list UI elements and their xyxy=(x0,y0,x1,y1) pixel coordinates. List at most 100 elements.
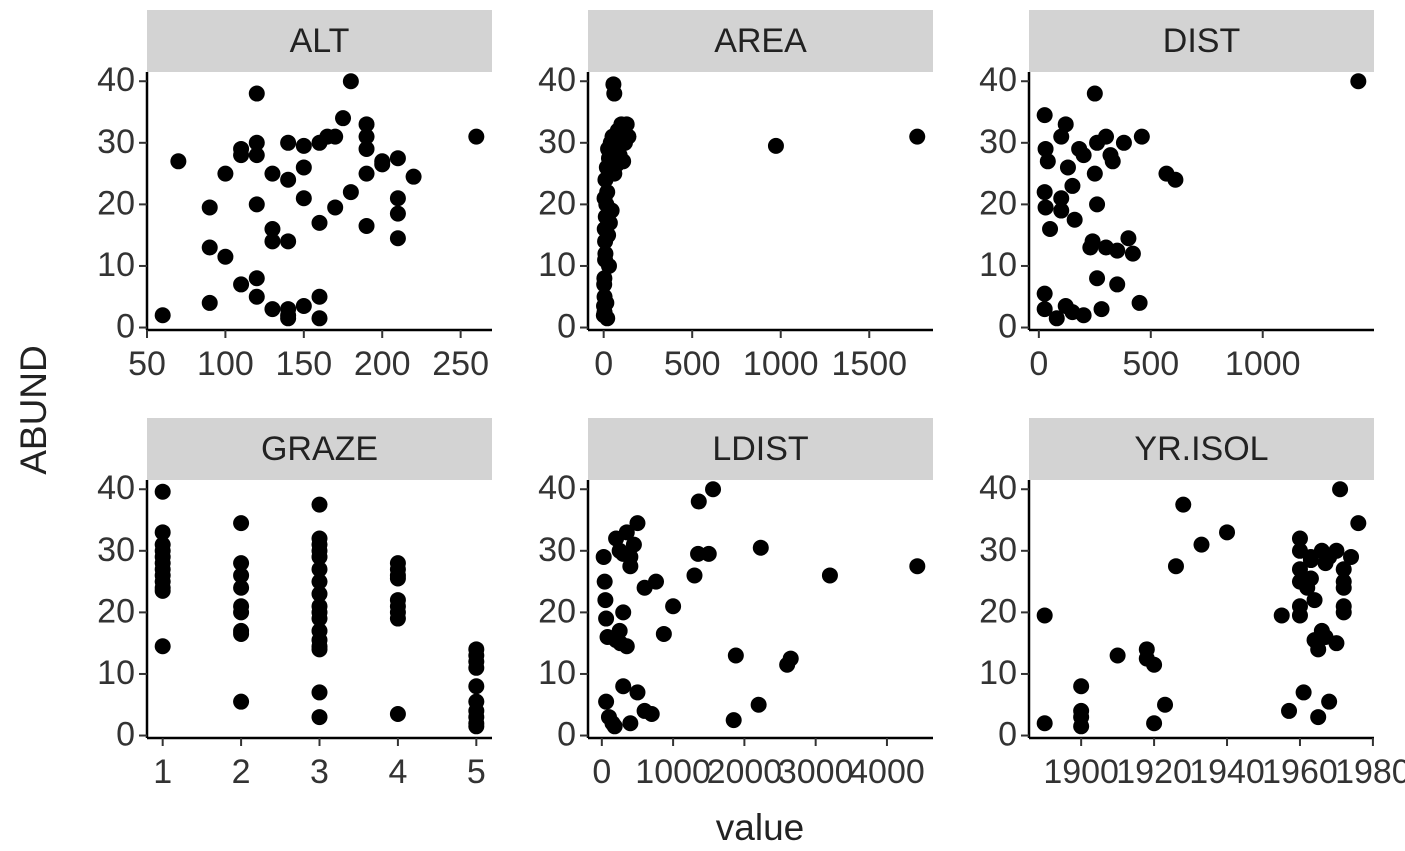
y-tick-label: 10 xyxy=(538,654,576,692)
point xyxy=(643,705,660,722)
point xyxy=(1350,515,1367,532)
y-tick-label: 20 xyxy=(979,184,1017,222)
point xyxy=(295,137,312,154)
x-tick-label: 0 xyxy=(592,753,611,791)
point xyxy=(1193,536,1210,553)
point xyxy=(606,718,623,735)
point xyxy=(358,140,375,157)
point xyxy=(618,116,635,133)
point xyxy=(468,718,485,735)
y-tick-label: 40 xyxy=(979,61,1017,99)
point xyxy=(615,678,632,695)
point xyxy=(603,202,620,219)
point xyxy=(618,524,635,541)
point xyxy=(1273,607,1290,624)
point xyxy=(389,205,406,222)
point xyxy=(600,227,617,244)
y-tick-label: 0 xyxy=(557,308,576,346)
point xyxy=(311,585,328,602)
point xyxy=(233,579,250,596)
y-tick-label: 20 xyxy=(97,592,135,630)
y-tick-label: 0 xyxy=(998,308,1017,346)
point xyxy=(1120,230,1137,247)
x-tick-label: 0 xyxy=(1029,345,1048,383)
points xyxy=(154,483,485,735)
point xyxy=(264,221,281,238)
point xyxy=(1295,684,1312,701)
x-tick-label: 5 xyxy=(467,753,486,791)
point xyxy=(295,190,312,207)
x-tick-label: 250 xyxy=(432,345,489,383)
point xyxy=(705,481,722,498)
x-tick-label: 3000 xyxy=(778,753,854,791)
facet-title: GRAZE xyxy=(261,430,378,468)
point xyxy=(248,196,265,213)
point xyxy=(233,276,250,293)
point xyxy=(597,251,614,268)
point xyxy=(154,307,171,324)
point xyxy=(358,128,375,145)
point xyxy=(1291,607,1308,624)
point xyxy=(1124,245,1141,262)
points xyxy=(595,76,926,327)
point xyxy=(154,582,171,599)
point xyxy=(1036,184,1053,201)
x-tick-label: 1000 xyxy=(743,345,819,383)
point xyxy=(1115,134,1132,151)
point xyxy=(622,715,639,732)
point xyxy=(170,153,187,170)
point xyxy=(233,567,250,584)
point xyxy=(1048,310,1065,327)
point xyxy=(909,558,926,575)
point xyxy=(1036,285,1053,302)
point xyxy=(233,693,250,710)
y-tick-label: 30 xyxy=(979,531,1017,569)
point xyxy=(358,165,375,182)
point xyxy=(611,622,628,639)
point xyxy=(1302,552,1319,569)
x-tick-label: 50 xyxy=(128,345,166,383)
point xyxy=(295,297,312,314)
point xyxy=(1281,702,1298,719)
point xyxy=(335,110,352,127)
point xyxy=(1066,211,1083,228)
point xyxy=(1335,579,1352,596)
x-tick-label: 2000 xyxy=(707,753,783,791)
point xyxy=(1291,561,1308,578)
point xyxy=(1059,159,1076,176)
point xyxy=(311,684,328,701)
point xyxy=(280,171,297,188)
point xyxy=(648,573,665,590)
point xyxy=(311,561,328,578)
facet-title: LDIST xyxy=(712,430,808,468)
point xyxy=(295,159,312,176)
point xyxy=(1157,696,1174,713)
point xyxy=(1036,107,1053,124)
point xyxy=(1042,221,1059,238)
point xyxy=(1146,715,1163,732)
point xyxy=(233,625,250,642)
point xyxy=(1053,202,1070,219)
point xyxy=(358,116,375,133)
point xyxy=(342,184,359,201)
point xyxy=(389,570,406,587)
points xyxy=(595,481,926,735)
x-axis-label: value xyxy=(716,807,804,848)
point xyxy=(598,610,615,627)
y-tick-label: 0 xyxy=(998,716,1017,754)
point xyxy=(264,233,281,250)
y-tick-label: 10 xyxy=(538,246,576,284)
point xyxy=(217,248,234,265)
point xyxy=(1321,693,1338,710)
y-tick-label: 40 xyxy=(97,469,135,507)
facet-strip xyxy=(1029,10,1374,72)
point xyxy=(1299,579,1316,596)
point xyxy=(233,140,250,157)
y-tick-label: 30 xyxy=(538,123,576,161)
point xyxy=(248,147,265,164)
point xyxy=(598,693,615,710)
y-tick-label: 20 xyxy=(979,592,1017,630)
x-tick-label: 1980 xyxy=(1335,753,1405,791)
point xyxy=(767,137,784,154)
y-tick-label: 30 xyxy=(97,531,135,569)
